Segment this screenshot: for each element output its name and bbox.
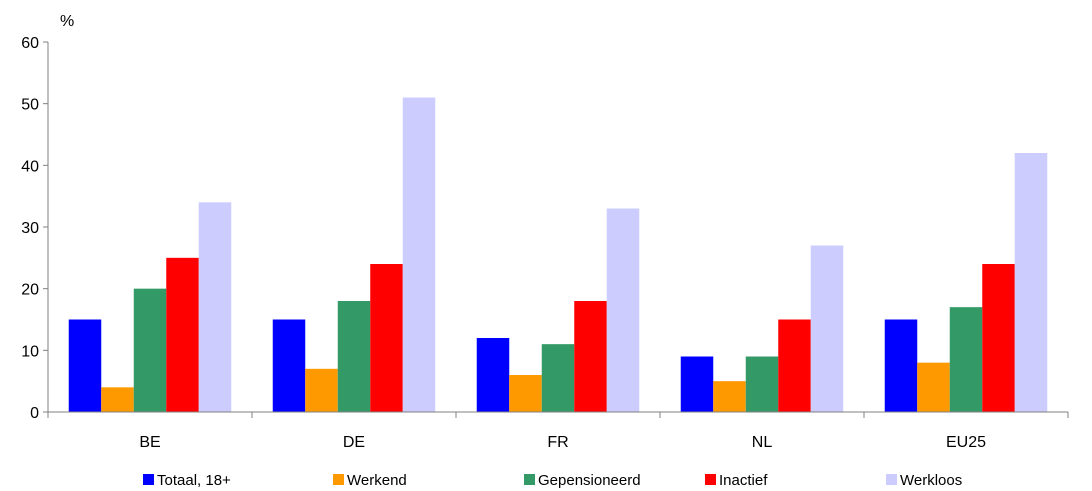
category-labels: BE DE FR NL EU25: [139, 434, 986, 451]
legend-swatch: [143, 474, 154, 485]
bar-fr-series-5: [606, 208, 640, 412]
bar-fr-series-1: [476, 338, 510, 412]
x-category-label: BE: [139, 434, 160, 451]
axes: [47, 42, 1069, 418]
y-tick-label: 10: [21, 343, 39, 360]
legend-label: Gepensioneerd: [538, 472, 641, 489]
y-tick-label: 30: [21, 220, 39, 237]
bar-de-series-1: [272, 319, 306, 412]
legend-label: Inactief: [719, 472, 768, 489]
bar-be-series-1: [68, 319, 102, 412]
bar-fr-series-4: [574, 301, 607, 412]
bar-eu25-series-4: [982, 264, 1015, 412]
bar-nl-series-2: [713, 381, 746, 412]
bar-be-series-5: [198, 202, 232, 412]
bar-de-series-5: [402, 97, 436, 412]
y-tick-label: 0: [30, 405, 39, 422]
legend-swatch: [886, 474, 897, 485]
y-tick-label: 60: [21, 35, 39, 52]
bars: [68, 97, 1048, 412]
bar-be-series-2: [101, 387, 134, 412]
y-axis-unit-label: %: [60, 13, 74, 30]
legend-label: Totaal, 18+: [157, 472, 231, 489]
bar-de-series-4: [370, 264, 403, 412]
x-category-label: NL: [752, 434, 773, 451]
bar-de-series-2: [305, 368, 338, 412]
legend-label: Werkend: [347, 472, 407, 489]
y-tick-label: 50: [21, 97, 39, 114]
bar-be-series-4: [166, 257, 199, 412]
bar-eu25-series-1: [884, 319, 918, 412]
bar-eu25-series-2: [917, 362, 950, 412]
bar-fr-series-2: [509, 375, 542, 412]
bar-nl-series-1: [680, 356, 714, 412]
y-axis-ticks: 0 10 20 30 40 50 60: [21, 35, 48, 422]
bar-eu25-series-5: [1014, 153, 1048, 412]
legend-swatch: [333, 474, 344, 485]
x-category-label: FR: [547, 434, 568, 451]
legend: Totaal, 18+ Werkend Gepensioneerd Inactief W…: [143, 472, 962, 489]
legend-swatch: [705, 474, 716, 485]
bar-nl-series-4: [778, 319, 811, 412]
bar-be-series-3: [133, 288, 167, 412]
bar-de-series-3: [337, 301, 371, 412]
y-tick-label: 40: [21, 158, 39, 175]
bar-nl-series-3: [745, 356, 779, 412]
bar-nl-series-5: [810, 245, 844, 412]
bar-fr-series-3: [541, 344, 575, 412]
bar-eu25-series-3: [949, 307, 983, 412]
x-category-label: DE: [343, 434, 365, 451]
y-tick-label: 20: [21, 282, 39, 299]
legend-label: Werkloos: [900, 472, 962, 489]
x-category-label: EU25: [946, 434, 986, 451]
legend-swatch: [524, 474, 535, 485]
